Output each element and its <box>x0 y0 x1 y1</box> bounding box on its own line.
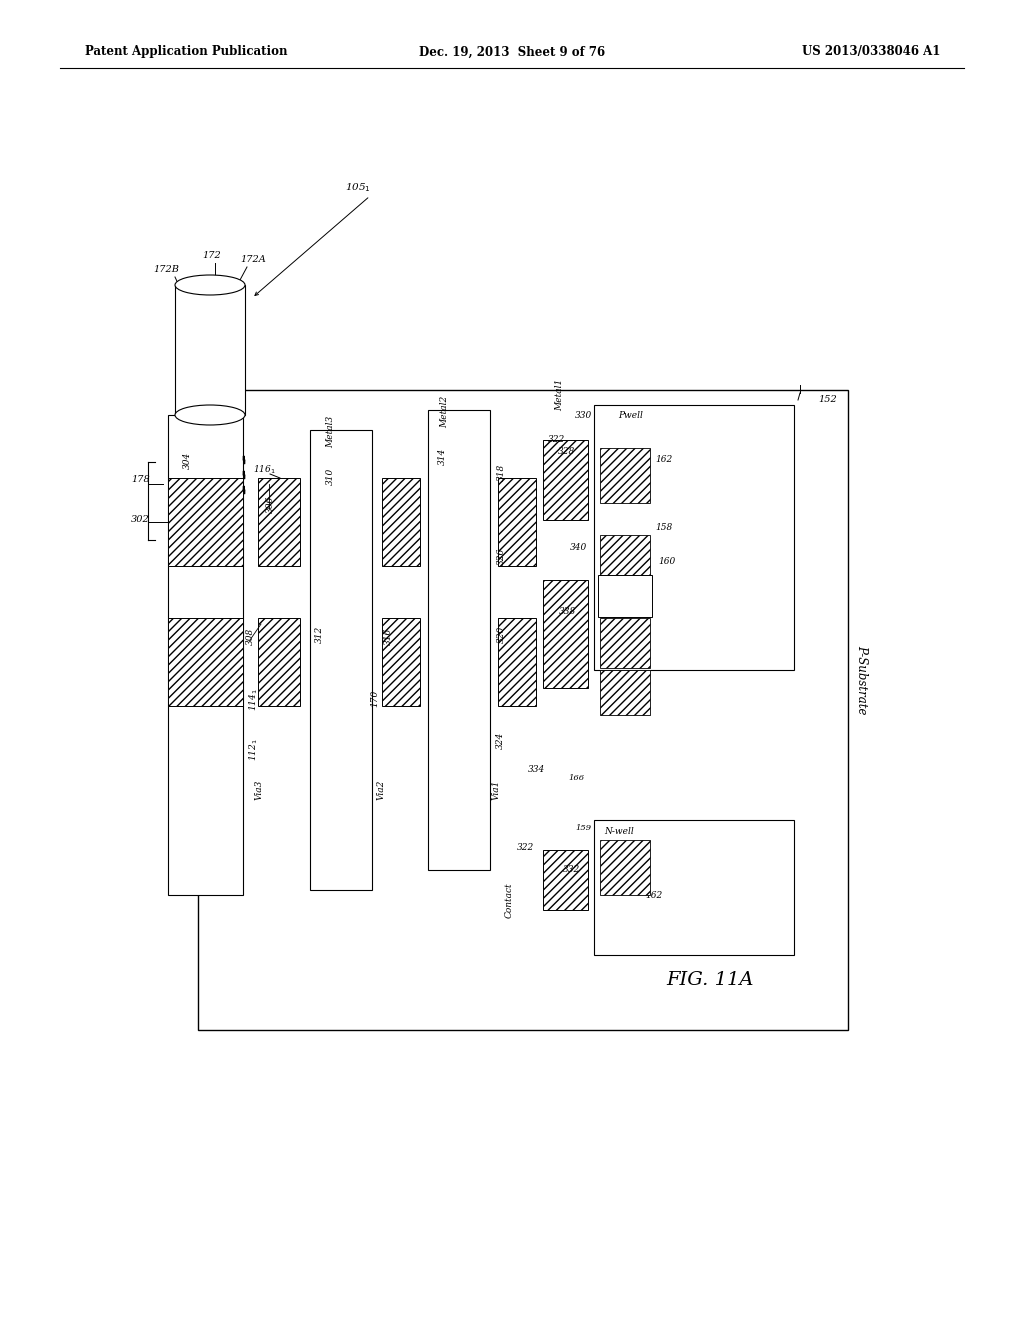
Text: 164: 164 <box>610 676 626 684</box>
Bar <box>543 579 588 688</box>
Text: 322: 322 <box>517 842 535 851</box>
Text: D: D <box>624 685 631 694</box>
Text: 162: 162 <box>655 455 672 465</box>
Bar <box>600 535 650 585</box>
Text: Metal2: Metal2 <box>440 396 449 428</box>
Text: Pwell: Pwell <box>618 411 643 420</box>
Text: 316: 316 <box>384 627 393 644</box>
Text: Via1: Via1 <box>492 780 501 800</box>
Text: 320: 320 <box>497 626 506 643</box>
Bar <box>594 820 794 954</box>
Text: B: B <box>622 858 629 866</box>
Text: 172A: 172A <box>240 256 266 264</box>
Text: 318: 318 <box>497 463 506 480</box>
Text: 312: 312 <box>315 626 324 643</box>
Text: 166: 166 <box>568 774 584 781</box>
Text: 334: 334 <box>528 766 545 775</box>
Text: Via2: Via2 <box>377 780 386 800</box>
Bar <box>258 478 300 566</box>
Text: 338: 338 <box>559 607 577 616</box>
Bar <box>198 389 848 1030</box>
Bar <box>498 618 536 706</box>
Text: 332: 332 <box>563 866 581 874</box>
Bar <box>600 840 650 895</box>
Text: S: S <box>624 623 630 632</box>
Text: Contact: Contact <box>505 882 514 917</box>
Text: Via3: Via3 <box>255 780 264 800</box>
Text: 159: 159 <box>575 824 591 832</box>
Text: Metal4: Metal4 <box>200 379 209 411</box>
Text: 160: 160 <box>658 557 675 566</box>
Text: 162: 162 <box>645 891 663 899</box>
Text: 152: 152 <box>818 396 837 404</box>
Bar <box>258 618 300 706</box>
Text: B: B <box>624 463 631 473</box>
Text: 310: 310 <box>326 467 335 484</box>
Bar <box>594 405 794 671</box>
Text: 306: 306 <box>266 495 275 512</box>
Text: 154: 154 <box>604 843 621 851</box>
Text: US 2013/0338046 A1: US 2013/0338046 A1 <box>802 45 940 58</box>
Bar <box>428 411 490 870</box>
Text: Metal1: Metal1 <box>555 379 564 411</box>
Bar <box>498 478 536 566</box>
Bar <box>543 440 588 520</box>
Text: 328: 328 <box>558 447 575 457</box>
Text: 172: 172 <box>202 252 221 260</box>
Text: Dec. 19, 2013  Sheet 9 of 76: Dec. 19, 2013 Sheet 9 of 76 <box>419 45 605 58</box>
Bar <box>600 447 650 503</box>
Text: 326: 326 <box>497 548 506 565</box>
Bar <box>382 618 420 706</box>
Text: Metal3: Metal3 <box>326 416 335 447</box>
Text: 112$_1$: 112$_1$ <box>248 739 260 762</box>
Text: N-well: N-well <box>604 828 634 837</box>
Bar <box>600 671 650 715</box>
Text: P-Substrate: P-Substrate <box>855 645 868 714</box>
Ellipse shape <box>175 275 245 294</box>
Text: 308: 308 <box>246 627 255 644</box>
Text: 314: 314 <box>438 447 447 465</box>
Text: D: D <box>624 548 631 557</box>
Bar <box>168 414 243 895</box>
Text: 172B: 172B <box>153 265 179 275</box>
Text: 165: 165 <box>629 657 645 667</box>
Text: 116$_1$: 116$_1$ <box>253 463 275 477</box>
Text: 322: 322 <box>548 436 565 445</box>
Bar <box>598 576 652 616</box>
Bar <box>600 618 650 668</box>
Text: 156: 156 <box>629 645 645 653</box>
Text: 114$_1$: 114$_1$ <box>248 689 260 711</box>
Text: 105$_1$: 105$_1$ <box>345 182 371 194</box>
Text: 302: 302 <box>131 516 150 524</box>
Bar <box>543 850 588 909</box>
Text: 330: 330 <box>575 411 592 420</box>
Bar <box>175 285 245 414</box>
Text: FIG. 11A: FIG. 11A <box>667 972 754 989</box>
Bar <box>310 430 372 890</box>
Bar <box>168 618 243 706</box>
Text: 324: 324 <box>496 731 505 748</box>
Text: 158: 158 <box>655 524 672 532</box>
Bar <box>168 478 243 566</box>
Bar <box>382 478 420 566</box>
Text: 170: 170 <box>370 689 379 706</box>
Text: 178: 178 <box>131 475 150 484</box>
Text: 304: 304 <box>183 451 193 469</box>
Ellipse shape <box>175 405 245 425</box>
Text: Patent Application Publication: Patent Application Publication <box>85 45 288 58</box>
Text: 340: 340 <box>570 544 587 553</box>
